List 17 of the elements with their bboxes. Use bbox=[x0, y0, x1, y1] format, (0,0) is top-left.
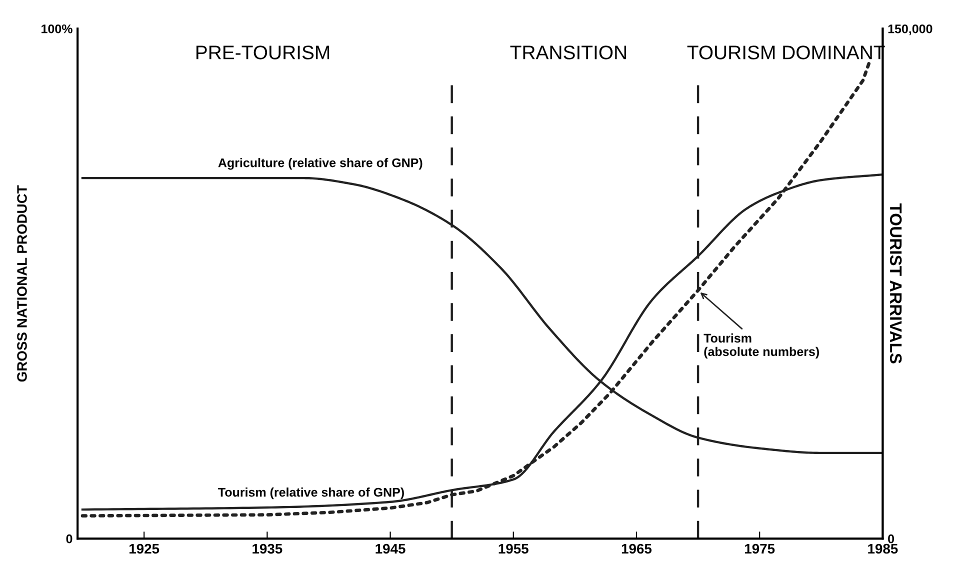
x-tick-label: 1925 bbox=[130, 544, 160, 554]
x-tick-label: 1955 bbox=[498, 544, 528, 554]
y-tick-label: 100% bbox=[42, 24, 72, 34]
y2-axis-title: TOURIST ARRIVALS bbox=[890, 203, 902, 364]
x-tick-label: 1945 bbox=[376, 544, 406, 554]
text: Tourism (absolute numbers) bbox=[704, 333, 819, 359]
x-tick-label: 1975 bbox=[745, 544, 775, 554]
annotation: Agriculture (relative share of GNP) bbox=[218, 158, 422, 170]
annotation: PRE-TOURISM bbox=[196, 46, 330, 60]
annotation: Tourism (relative share of GNP) bbox=[218, 488, 404, 500]
y-axis-title: GROSS NATIONAL PRODUCT bbox=[17, 185, 27, 382]
y2-tick-label: 0 bbox=[888, 534, 894, 544]
x-tick-label: 1965 bbox=[622, 544, 652, 554]
annotation: TRANSITION bbox=[510, 46, 626, 60]
x-tick-label: 1985 bbox=[868, 544, 898, 554]
x-tick-label: 1935 bbox=[252, 544, 282, 554]
y2-tick-label: 150,000 bbox=[888, 24, 932, 36]
